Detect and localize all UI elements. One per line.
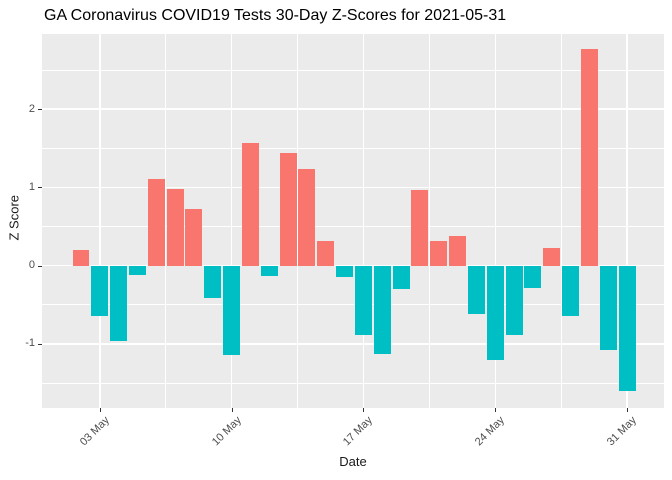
y-tick-label: 1 [28, 180, 35, 193]
y-major-gridline [42, 108, 664, 110]
x-tick-label: 10 May [209, 414, 244, 449]
x-tick-mark [99, 408, 101, 412]
y-tick-label: 0 [28, 259, 35, 272]
x-major-gridline [99, 34, 101, 408]
zscore-bar [336, 265, 354, 278]
zscore-bar [392, 265, 410, 290]
y-minor-gridline [42, 304, 664, 306]
x-minor-gridline [429, 34, 430, 408]
zscore-bar [524, 265, 542, 289]
x-minor-gridline [297, 34, 298, 408]
zscore-bar [354, 265, 372, 336]
x-tick-mark [231, 408, 233, 412]
zscore-bar [204, 265, 222, 298]
zscore-bar [543, 247, 561, 266]
y-tick-label: 2 [28, 102, 35, 115]
y-minor-gridline [42, 382, 664, 384]
zscore-bar [505, 265, 523, 336]
zscore-bar [411, 190, 429, 266]
zscore-bar [298, 169, 316, 266]
y-tick-mark [38, 109, 42, 111]
zscore-bar [580, 48, 598, 266]
zscore-bar [430, 240, 448, 266]
zscore-bar [618, 265, 636, 391]
zscore-bar [147, 178, 165, 266]
y-axis-title: Z Score [6, 194, 22, 241]
x-major-gridline [626, 34, 628, 408]
y-major-gridline [42, 186, 664, 189]
x-tick-mark [495, 408, 497, 412]
x-minor-gridline [560, 34, 562, 408]
zscore-bar [486, 265, 504, 361]
zscore-bar [72, 249, 90, 266]
x-major-gridline [362, 34, 365, 408]
x-tick-label: 17 May [341, 414, 376, 449]
y-tick-mark [38, 265, 42, 267]
x-tick-label: 31 May [604, 414, 639, 449]
zscore-bar [279, 152, 297, 266]
zscore-bar [467, 265, 485, 315]
zscore-bar [166, 188, 184, 266]
y-tick-mark [38, 187, 42, 189]
zscore-bar [373, 265, 391, 354]
x-tick-mark [627, 408, 629, 412]
zscore-bar [129, 265, 146, 275]
x-tick-label: 03 May [77, 414, 112, 449]
zscore-bar [241, 142, 259, 266]
x-minor-gridline [165, 34, 167, 408]
x-tick-label: 24 May [473, 414, 508, 449]
x-axis-title: Date [339, 454, 367, 469]
x-major-gridline [230, 34, 233, 408]
y-major-gridline [42, 264, 664, 267]
chart-title: GA Coronavirus COVID19 Tests 30-Day Z-Sc… [44, 7, 507, 24]
zscore-bar [317, 241, 335, 266]
y-minor-gridline [42, 69, 664, 71]
zscore-bar [110, 265, 128, 341]
y-tick-label: -1 [25, 337, 35, 350]
zscore-bar [562, 265, 580, 316]
zscore-bar [223, 265, 241, 355]
zscore-bar [185, 209, 203, 266]
y-minor-gridline [42, 147, 664, 149]
y-minor-gridline [42, 226, 664, 227]
y-tick-mark [38, 343, 42, 345]
plot-panel [42, 34, 664, 408]
zscore-bar [449, 235, 467, 266]
zscore-bar [91, 265, 109, 317]
y-major-gridline [42, 343, 664, 345]
zscore-bar [599, 265, 617, 351]
x-tick-mark [363, 408, 365, 412]
zscore-bar [260, 265, 278, 276]
x-major-gridline [494, 34, 496, 408]
